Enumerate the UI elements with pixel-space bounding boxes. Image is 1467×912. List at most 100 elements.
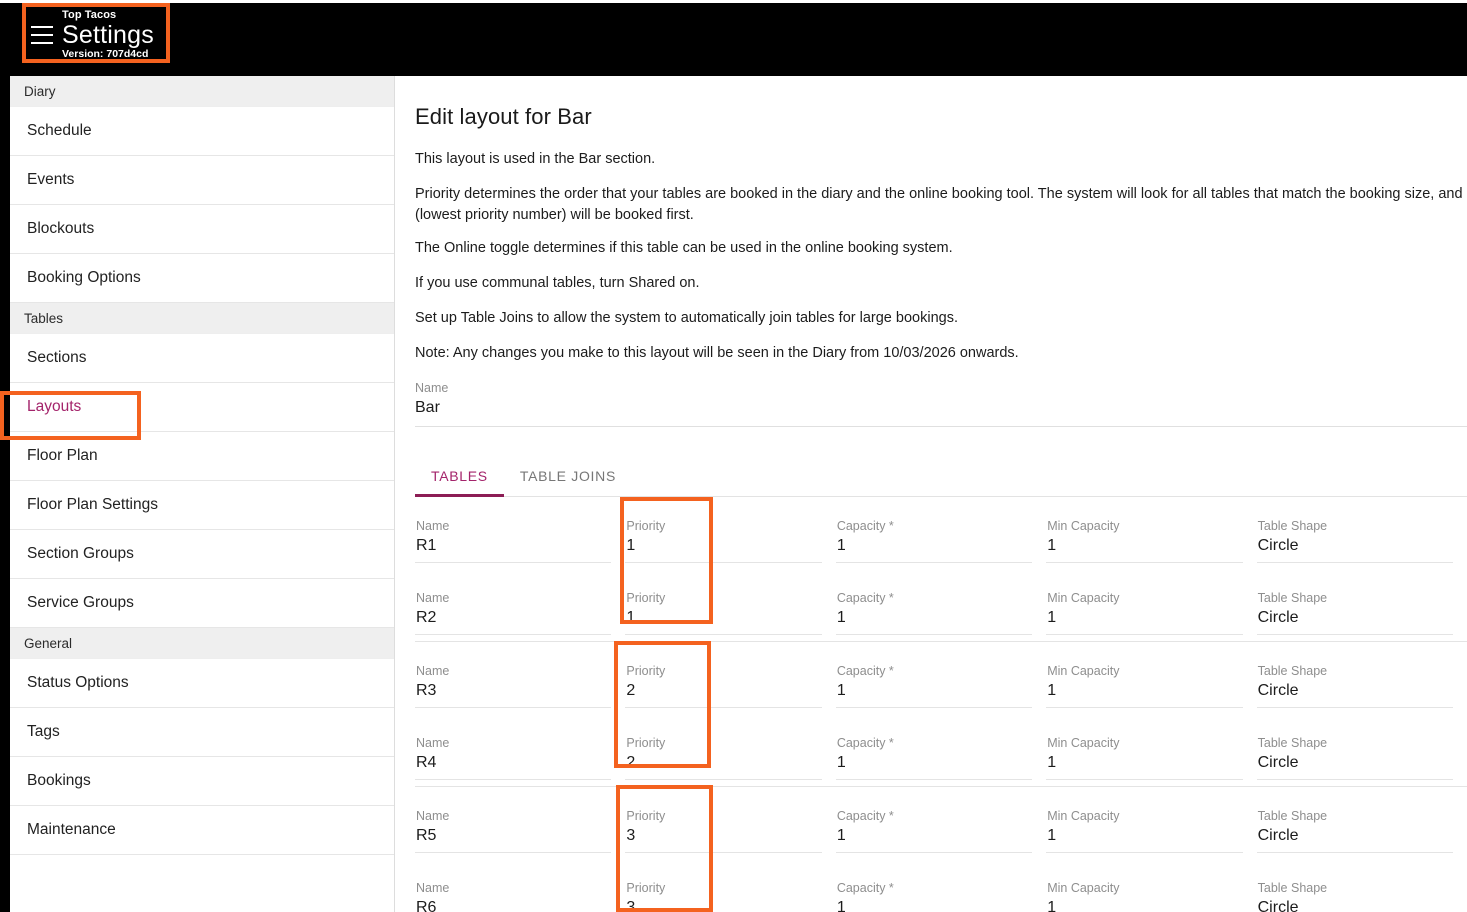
field-table-shape[interactable]: Table Shape Circle xyxy=(1256,809,1454,853)
field-priority-value[interactable]: 2 xyxy=(626,754,636,772)
field-table-shape[interactable]: Table Shape Circle xyxy=(1257,881,1453,912)
field-table-shape-value[interactable]: Circle xyxy=(1257,827,1299,845)
field-name-value[interactable]: R1 xyxy=(416,537,437,555)
sidebar-item-section-groups[interactable]: Section Groups xyxy=(10,530,394,579)
field-table-shape[interactable]: Table Shape Circle xyxy=(1256,735,1454,780)
field-min-capacity-value[interactable]: 1 xyxy=(1047,827,1057,845)
tab-table-joins[interactable]: TABLE JOINS xyxy=(519,467,616,484)
sidebar-item-label: Floor Plan xyxy=(27,447,98,464)
field-priority-value[interactable]: 3 xyxy=(626,827,636,845)
hamburger-icon[interactable] xyxy=(31,26,53,44)
field-capacity[interactable]: Capacity * 1 xyxy=(835,736,1033,780)
field-min-capacity-value[interactable]: 1 xyxy=(1047,609,1057,627)
field-capacity[interactable]: Capacity * 1 xyxy=(835,663,1033,708)
field-priority[interactable]: Priority 1 xyxy=(625,591,822,635)
content-tabs: TABLES TABLE JOINS xyxy=(415,457,1467,497)
field-priority[interactable]: Priority 3 xyxy=(625,809,822,853)
field-table-shape-value[interactable]: Circle xyxy=(1257,899,1299,912)
field-min-capacity[interactable]: Min Capacity 1 xyxy=(1046,881,1242,912)
field-min-capacity[interactable]: Min Capacity 1 xyxy=(1046,591,1243,635)
field-min-capacity[interactable]: Min Capacity 1 xyxy=(1046,519,1243,563)
sidebar-item-sections[interactable]: Sections xyxy=(10,334,394,383)
description-paragraph-3: The Online toggle determines if this tab… xyxy=(415,240,953,257)
field-min-capacity-value[interactable]: 1 xyxy=(1047,899,1057,912)
field-name-value[interactable]: R3 xyxy=(416,682,437,700)
sidebar-group-diary: Diary xyxy=(10,76,394,107)
field-capacity[interactable]: Capacity * 1 xyxy=(835,809,1033,853)
field-table-shape-label: Table Shape xyxy=(1257,735,1328,750)
sidebar-item-events[interactable]: Events xyxy=(10,156,394,205)
field-capacity-value[interactable]: 1 xyxy=(836,609,846,627)
field-name-label: Name xyxy=(416,590,450,605)
field-capacity-value[interactable]: 1 xyxy=(836,899,846,912)
field-priority-value[interactable]: 1 xyxy=(626,609,636,627)
field-table-shape-value[interactable]: Circle xyxy=(1257,609,1299,627)
field-priority[interactable]: Priority 2 xyxy=(625,663,822,708)
field-name-value[interactable]: R2 xyxy=(416,609,437,627)
sidebar-item-service-groups[interactable]: Service Groups xyxy=(10,579,394,628)
sidebar-item-label: Floor Plan Settings xyxy=(27,496,158,513)
brand-block[interactable]: Top Tacos Settings Version: 707d4cd xyxy=(22,6,170,64)
sidebar-item-label: Section Groups xyxy=(27,545,134,562)
field-name[interactable]: Name R2 xyxy=(415,590,612,635)
sidebar-item-label: Status Options xyxy=(27,674,129,691)
sidebar-item-status-options[interactable]: Status Options xyxy=(10,659,394,708)
field-name-value[interactable]: R5 xyxy=(416,827,437,845)
field-name-value[interactable]: R6 xyxy=(416,899,437,912)
field-name[interactable]: Name R5 xyxy=(415,809,612,853)
layout-name-field[interactable]: Name Bar xyxy=(415,381,1467,427)
sidebar-item-bookings[interactable]: Bookings xyxy=(10,757,394,806)
field-min-capacity[interactable]: Min Capacity 1 xyxy=(1046,735,1243,780)
field-capacity[interactable]: Capacity * 1 xyxy=(835,591,1033,635)
app-header: Top Tacos Settings Version: 707d4cd xyxy=(0,3,1467,76)
sidebar-item-blockouts[interactable]: Blockouts xyxy=(10,205,394,254)
sidebar-item-layouts[interactable]: Layouts xyxy=(10,383,394,432)
field-capacity[interactable]: Capacity * 1 xyxy=(835,519,1033,563)
field-priority[interactable]: Priority 2 xyxy=(625,736,822,780)
field-table-shape-label: Table Shape xyxy=(1257,518,1328,533)
layout-name-value[interactable]: Bar xyxy=(415,398,440,416)
field-name-value[interactable]: R4 xyxy=(416,754,437,772)
field-priority-value[interactable]: 3 xyxy=(626,899,636,912)
field-table-shape[interactable]: Table Shape Circle xyxy=(1256,591,1454,635)
field-min-capacity-label: Min Capacity xyxy=(1047,735,1120,750)
field-name[interactable]: Name R6 xyxy=(415,881,611,912)
field-min-capacity-value[interactable]: 1 xyxy=(1047,682,1057,700)
field-min-capacity-label: Min Capacity xyxy=(1047,880,1120,895)
sidebar-item-floor-plan-settings[interactable]: Floor Plan Settings xyxy=(10,481,394,530)
field-table-shape-value[interactable]: Circle xyxy=(1257,537,1299,555)
field-min-capacity[interactable]: Min Capacity 1 xyxy=(1046,664,1243,708)
field-name[interactable]: Name R3 xyxy=(415,664,612,708)
field-priority[interactable]: Priority 3 xyxy=(625,881,821,912)
field-priority[interactable]: Priority 1 xyxy=(625,519,822,563)
field-table-shape-value[interactable]: Circle xyxy=(1257,754,1299,772)
field-min-capacity[interactable]: Min Capacity 1 xyxy=(1046,809,1243,853)
layout-name-label: Name xyxy=(415,381,449,396)
field-name[interactable]: Name R4 xyxy=(415,736,612,780)
field-capacity-value[interactable]: 1 xyxy=(836,537,846,555)
sidebar-item-floor-plan[interactable]: Floor Plan xyxy=(10,432,394,481)
field-priority-value[interactable]: 1 xyxy=(626,537,636,555)
field-priority-value[interactable]: 2 xyxy=(626,682,636,700)
field-capacity-value[interactable]: 1 xyxy=(836,682,846,700)
field-capacity-value[interactable]: 1 xyxy=(836,827,846,845)
sidebar-item-schedule[interactable]: Schedule xyxy=(10,107,394,156)
field-capacity-label: Capacity * xyxy=(836,880,894,895)
organisation-name: Top Tacos xyxy=(62,9,117,22)
field-min-capacity-value[interactable]: 1 xyxy=(1047,754,1057,772)
field-table-shape[interactable]: Table Shape Circle xyxy=(1256,664,1454,708)
sidebar-item-maintenance[interactable]: Maintenance xyxy=(10,806,394,855)
tab-tables[interactable]: TABLES xyxy=(415,457,504,497)
sidebar-item-label: Layouts xyxy=(27,398,82,415)
sidebar-item-booking-options[interactable]: Booking Options xyxy=(10,254,394,303)
field-name[interactable]: Name R1 xyxy=(415,519,612,563)
field-capacity[interactable]: Capacity * 1 xyxy=(836,881,1032,912)
field-table-shape-value[interactable]: Circle xyxy=(1257,682,1299,700)
field-capacity-value[interactable]: 1 xyxy=(836,754,846,772)
field-capacity-label: Capacity * xyxy=(836,663,894,678)
field-min-capacity-value[interactable]: 1 xyxy=(1047,537,1057,555)
field-priority-label: Priority xyxy=(626,663,666,678)
sidebar-item-label: Diary xyxy=(24,83,56,99)
field-table-shape[interactable]: Table Shape Circle xyxy=(1256,518,1454,563)
sidebar-item-tags[interactable]: Tags xyxy=(10,708,394,757)
